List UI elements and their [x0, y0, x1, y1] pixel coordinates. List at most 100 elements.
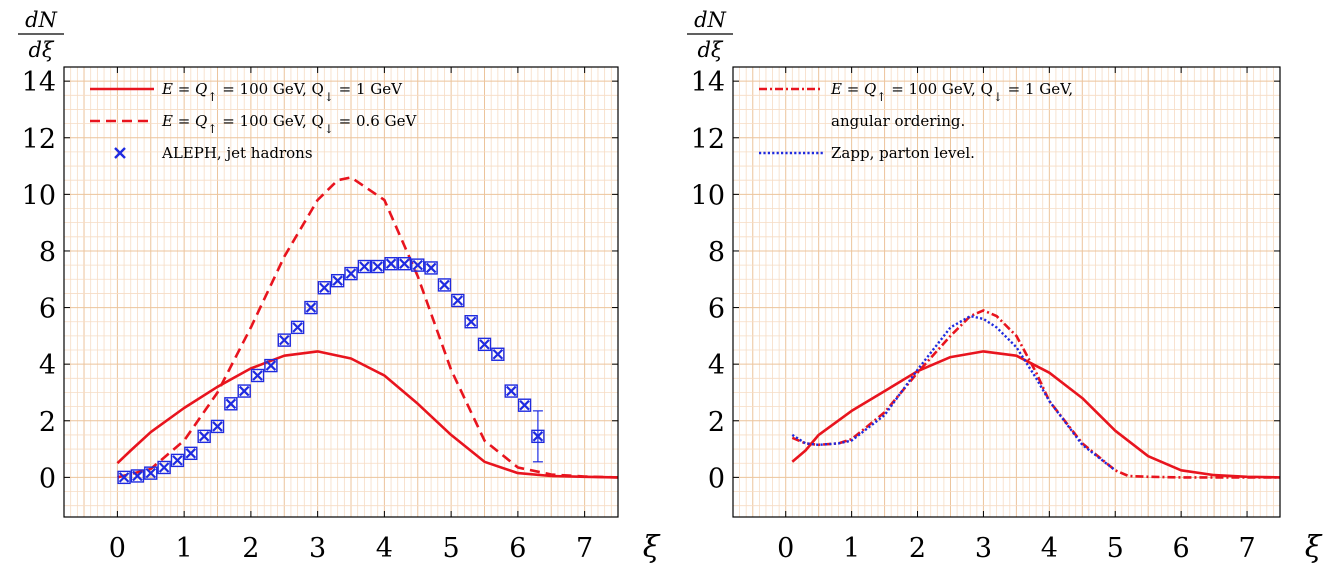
error-box — [477, 337, 492, 352]
y-tick-label: 6 — [708, 294, 725, 325]
legend-label-part: ↓ — [324, 122, 334, 136]
data-point — [118, 472, 130, 483]
error-box — [304, 300, 318, 315]
y-tick-label: 10 — [691, 180, 725, 211]
x-axis-label: ξ — [643, 530, 661, 565]
error-box — [384, 256, 398, 271]
error-box — [157, 460, 171, 475]
y-tick-label: 12 — [22, 124, 56, 155]
grid — [64, 67, 618, 517]
data-point — [252, 370, 263, 381]
legend-label-part: E = Q — [161, 80, 207, 98]
error-box — [330, 273, 345, 288]
legend-label: ALEPH, jet hadrons — [161, 144, 313, 162]
legend-label-part: ↑ — [207, 90, 217, 104]
error-box — [250, 368, 265, 383]
data-point — [172, 455, 183, 466]
error-box — [491, 347, 505, 361]
grid — [733, 67, 1280, 517]
y-tick-label: 2 — [708, 407, 725, 438]
x-tick-label: 5 — [443, 533, 460, 564]
data-point — [185, 448, 197, 459]
error-box — [264, 358, 278, 373]
data-point — [439, 279, 450, 291]
error-box — [424, 261, 438, 275]
data-point — [158, 462, 170, 473]
data-point — [452, 295, 464, 306]
series-line-3 — [791, 314, 1116, 472]
data-point — [492, 348, 504, 360]
y-tick-label: 12 — [691, 124, 725, 155]
y-axis-label-denominator: dξ — [697, 38, 723, 62]
error-box — [464, 315, 478, 329]
x-tick-label: 0 — [109, 533, 126, 564]
series-group — [791, 309, 1280, 479]
x-tick-label: 7 — [1238, 533, 1255, 564]
data-point — [225, 398, 237, 410]
data-point — [238, 385, 250, 397]
y-tick-label: 8 — [39, 237, 56, 268]
data-point — [212, 421, 223, 432]
data-point — [505, 385, 517, 397]
y-tick-label: 0 — [39, 463, 56, 494]
y-tick-label: 0 — [708, 463, 725, 494]
legend-label-part: = 1 GeV, — [1003, 80, 1073, 98]
data-point — [319, 282, 330, 294]
x-tick-label: 6 — [509, 533, 526, 564]
x-tick-label: 1 — [176, 533, 193, 564]
data-point — [385, 258, 397, 269]
data-point — [305, 302, 317, 313]
legend-label-part: ↓ — [324, 90, 334, 104]
error-box — [144, 466, 158, 480]
error-box — [210, 419, 225, 434]
error-box — [184, 446, 198, 461]
x-tick-label: 0 — [777, 533, 794, 564]
y-axis-label-denominator: dξ — [28, 38, 54, 62]
legend-label-part: ↑ — [207, 122, 217, 136]
data-point — [532, 431, 544, 442]
series-line-1 — [116, 350, 618, 479]
error-box — [357, 259, 372, 274]
data-point — [425, 262, 437, 274]
data-point — [479, 339, 490, 350]
error-box — [170, 453, 185, 468]
legend-label-part: = 100 GeV, Q — [217, 112, 323, 130]
legend-label: E = Q↑ = 100 GeV, Q↓ = 1 GeV — [161, 80, 403, 104]
y-tick-label: 8 — [708, 237, 725, 268]
series-line-2 — [117, 176, 618, 479]
x-tick-label: 4 — [1041, 533, 1058, 564]
error-box — [411, 258, 425, 272]
data-point — [265, 360, 277, 371]
y-tick-label: 10 — [22, 180, 56, 211]
x-tick-label: 3 — [975, 533, 992, 564]
data-point — [332, 275, 343, 286]
data-point — [399, 258, 410, 269]
x-tick-label: 4 — [376, 533, 393, 564]
legend-label: E = Q↑ = 100 GeV, Q↓ = 1 GeV, — [830, 80, 1073, 104]
legend-label-part: ↓ — [993, 90, 1003, 104]
data-point — [465, 316, 477, 327]
legend-label-part: ↑ — [876, 90, 886, 104]
x-tick-label: 6 — [1173, 533, 1190, 564]
x-tick-label: 5 — [1107, 533, 1124, 564]
error-box — [130, 469, 145, 483]
error-box — [517, 398, 532, 412]
data-point — [198, 431, 210, 442]
legend: E = Q↑ = 100 GeV, Q↓ = 1 GeV, angular ord… — [759, 80, 1073, 162]
data-point — [278, 334, 290, 346]
y-tick-label: 2 — [39, 407, 56, 438]
error-box — [290, 320, 305, 335]
legend-label-part: = 1 GeV — [334, 80, 403, 98]
error-box — [504, 384, 518, 398]
series-group — [116, 176, 618, 485]
legend-label-part: E = Q — [161, 112, 207, 130]
x-tick-label: 2 — [909, 533, 926, 564]
series-line-2 — [791, 309, 1280, 479]
plot-frame — [63, 66, 619, 518]
plot-frame — [732, 66, 1281, 518]
error-box — [237, 384, 251, 398]
